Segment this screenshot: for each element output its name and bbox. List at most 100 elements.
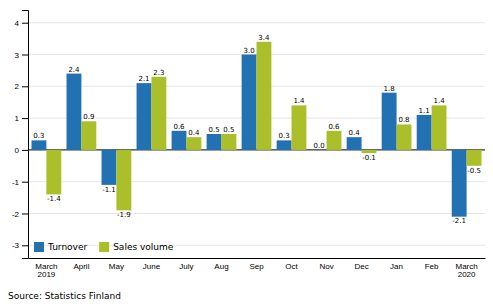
chart: 0.32.4-1.12.10.60.53.00.30.00.41.81.1-2.…: [0, 0, 493, 304]
bar: [382, 93, 397, 150]
source: Source: Statistics Finland: [8, 291, 121, 301]
x-tick: Aug: [214, 262, 228, 271]
y-tick: 1: [15, 114, 28, 123]
grid-line: [28, 213, 485, 214]
bar: [81, 121, 96, 150]
y-tick-mark: [22, 213, 28, 214]
x-tick-label-line: Oct: [285, 262, 298, 271]
bar: [362, 150, 377, 153]
data-label: -1.4: [47, 195, 61, 203]
bar: [151, 77, 166, 150]
x-tick: Feb: [425, 262, 439, 271]
x-tick-label-line: Aug: [214, 262, 228, 271]
data-label: 0.5: [223, 126, 234, 134]
data-label: 2.1: [138, 75, 149, 83]
y-tick: 3: [15, 51, 28, 60]
plot: 0.32.4-1.12.10.60.53.00.30.00.41.81.1-2.…: [12, 11, 486, 280]
data-label: 0.4: [349, 129, 361, 137]
x-axis-line: [29, 258, 486, 259]
y-tick-label: 0: [15, 146, 20, 155]
bar: [221, 134, 236, 150]
x-tick: April: [73, 262, 89, 271]
y-tick: 2: [15, 82, 28, 91]
y-tick-mark: [22, 118, 28, 119]
data-label: 3.4: [258, 34, 270, 42]
data-label: 2.3: [153, 69, 164, 77]
x-tick-label: March2019: [35, 262, 57, 280]
x-tick: March2020: [455, 262, 477, 280]
x-tick-label: Oct: [285, 262, 298, 271]
bar: [397, 124, 412, 149]
data-label: -1.1: [102, 186, 116, 194]
y-tick-mark: [22, 245, 28, 246]
data-label: 0.6: [173, 123, 185, 131]
y-axis-line: [22, 11, 29, 259]
x-tick: May: [109, 262, 124, 271]
y-tick-mark: [22, 23, 28, 24]
data-label: 1.4: [293, 97, 305, 105]
data-label: 0.5: [208, 126, 219, 134]
x-tick-label-line: Sep: [249, 262, 264, 271]
bar: [102, 150, 117, 185]
x-tick-label-line: Nov: [319, 262, 333, 271]
x-tick-label: March2020: [455, 262, 477, 280]
data-label: 0.8: [398, 116, 409, 124]
x-axis: March2019 April May June July Aug Sep Oct Nov Dec…: [29, 259, 486, 280]
x-tick: July: [179, 262, 193, 271]
x-tick-label: Jan: [390, 262, 403, 271]
data-label: -0.5: [467, 167, 481, 175]
legend-swatch: [99, 242, 109, 252]
y-tick: -3: [12, 241, 28, 250]
bar: [257, 42, 272, 150]
y-tick-mark: [22, 86, 28, 87]
x-tick-label: Aug: [214, 262, 228, 271]
y-tick-label: 1: [15, 114, 20, 123]
y-tick: 0: [15, 146, 28, 155]
x-tick-label: Feb: [425, 262, 439, 271]
grid-line: [28, 22, 485, 23]
bar: [417, 115, 432, 150]
bar: [137, 83, 152, 150]
data-label: -1.9: [117, 211, 131, 219]
grid: [28, 23, 485, 246]
bars: [32, 42, 482, 217]
legend-label: Sales volume: [113, 242, 174, 252]
x-tick-label-line: 2020: [458, 270, 476, 279]
data-label: 1.8: [384, 85, 395, 93]
series: [32, 55, 467, 217]
x-tick-label-line: Dec: [354, 262, 368, 271]
y-tick-mark: [22, 55, 28, 56]
data-label: 0.9: [83, 113, 94, 121]
x-tick-label-line: March: [35, 262, 57, 271]
y-tick: -1: [12, 178, 28, 187]
bar: [452, 150, 467, 217]
data-label: 1.4: [433, 97, 445, 105]
legend-item: Turnover: [34, 242, 87, 253]
x-tick: June: [143, 262, 161, 271]
y-tick: 4: [15, 19, 28, 28]
y-tick-mark: [22, 182, 28, 183]
x-tick-label-line: April: [73, 262, 89, 271]
x-tick: Dec: [354, 262, 368, 271]
x-tick-label-line: June: [143, 262, 161, 271]
y-tick-label: -1: [12, 178, 20, 187]
y-tick-label: 2: [15, 82, 20, 91]
data-label: 0.0: [314, 142, 325, 150]
x-tick: March2019: [35, 262, 57, 280]
y-axis: -3 -2 -1 0 1 2 3 4: [12, 11, 29, 259]
x-tick-label-line: March: [455, 262, 477, 271]
bar: [116, 150, 131, 210]
bar: [242, 55, 257, 150]
bar: [327, 131, 342, 150]
y-tick: -2: [12, 210, 28, 219]
y-tick-label: 4: [15, 19, 20, 28]
data-label: 2.4: [68, 66, 80, 74]
bar: [172, 131, 187, 150]
data-label: 0.3: [33, 132, 44, 140]
bar: [277, 140, 292, 150]
data-label: -0.1: [362, 154, 376, 162]
bar: [67, 74, 82, 150]
x-tick: Sep: [249, 262, 264, 271]
x-tick-label-line: July: [179, 262, 193, 271]
bar: [207, 134, 222, 150]
